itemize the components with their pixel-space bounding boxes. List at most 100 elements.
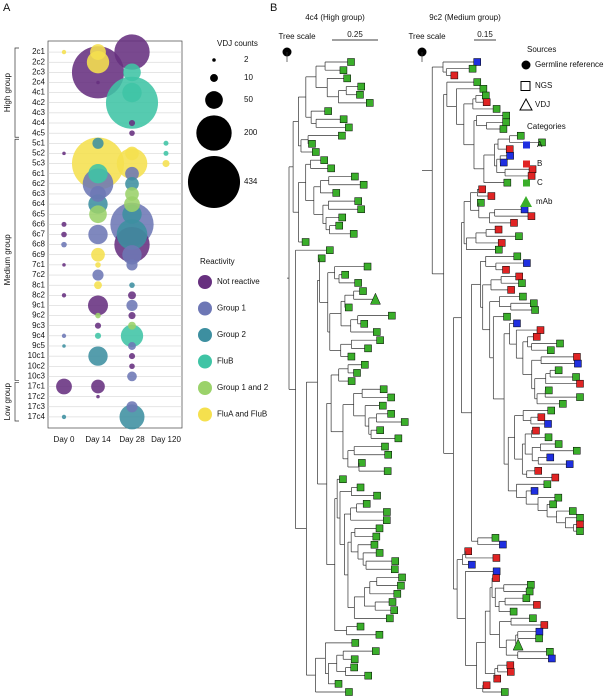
leaf-node [492,554,501,562]
leaf-node [529,614,537,623]
bubble [91,379,105,394]
legend-symbol [523,141,530,149]
y-tick-label: 2c4 [32,78,45,87]
mab-node [370,292,381,305]
legend-label: Not reactive [217,277,260,286]
leaf-node [312,148,320,156]
bubble [94,281,102,290]
leaf-node [363,262,372,271]
leaf-node [487,192,496,200]
leaf-node [537,413,546,421]
leaf-node [383,467,392,475]
y-tick-label: 7c2 [32,270,45,279]
leaf-node [345,123,353,132]
tree-scale-label: Tree scale [278,32,316,41]
leaf-node [494,225,503,234]
leaf-node [544,420,552,428]
bubble [88,346,108,366]
bubble [129,282,135,288]
group-label: Medium group [3,234,12,286]
leaf-node [351,639,360,647]
bubble [120,324,144,348]
leaf-node [393,590,402,598]
legend-title: Categories [527,122,566,131]
leaf-node [384,450,392,459]
bubble [89,205,107,224]
leaf-node [527,172,536,180]
leaf-node [527,581,535,589]
leaf-node [549,500,557,509]
leaf-node [540,621,549,629]
leaf-node [376,426,384,434]
y-tick-label: 6c9 [32,250,45,259]
y-tick-label: 4c5 [32,128,45,137]
leaf-node [532,426,540,435]
leaf-node [502,266,510,274]
bubble [114,34,150,70]
leaf-node [572,373,580,381]
y-tick-label: 17c4 [28,412,46,421]
leaf-node [320,156,328,164]
legend-symbol [520,196,532,207]
leaf-node [525,587,534,596]
panel-label: A [3,2,11,14]
leaf-node [354,279,362,287]
legend-label: A [537,140,543,149]
bubble [163,150,169,156]
bubble [125,166,139,181]
leaf-node [398,573,406,582]
leaf-node [364,671,372,680]
leaf-node [576,393,584,401]
y-tick-label: 6c4 [32,199,45,208]
bubble [126,259,138,271]
leaf-node [499,158,508,167]
size-legend-label: 10 [244,73,253,82]
y-tick-label: 6c8 [32,240,45,249]
leaf-node [317,254,326,263]
bubble [116,148,148,179]
y-tick-label: 6c1 [32,169,45,178]
y-tick-label: 5c1 [32,138,45,147]
y-tick-label: 2c2 [32,57,45,66]
leaf-node [556,339,564,348]
legend-symbol [523,179,530,187]
y-tick-label: 7c1 [32,260,45,269]
leaf-node [533,601,541,609]
leaf-node [391,565,399,574]
bubble [123,63,141,82]
leaf-node [360,320,369,328]
leaf-node [499,540,507,549]
bubble [128,342,136,350]
size-legend-title: VDJ counts [217,39,258,48]
leaf-node [327,164,335,173]
leaf-node [510,219,518,227]
leaf-node [326,246,334,254]
bubble [128,119,136,127]
bubble [124,196,140,213]
bubble [90,186,106,202]
leaf-node [373,328,381,336]
leaf-node [347,377,356,385]
leaf-node [507,668,515,676]
leaf-node [554,493,563,502]
leaf-node [573,446,581,455]
legend-symbol [521,60,531,70]
leaf-node [554,366,563,375]
bubble [91,247,105,262]
legend-label: NGS [535,81,552,90]
y-tick-label: 8c2 [32,290,45,299]
leaf-node [370,540,379,549]
leaf-node [505,145,514,153]
leaf-node [576,379,584,388]
leaf-node [372,532,381,541]
leaf-node [527,212,536,220]
legend-label: Group 2 [217,330,246,339]
leaf-node [376,336,384,344]
y-tick-label: 2c1 [32,47,45,56]
y-tick-label: 6c7 [32,230,45,239]
leaf-node [338,131,346,140]
leaf-node [339,66,348,74]
leaf-node [394,434,403,443]
leaf-node [523,259,531,267]
leaf-node [499,125,508,133]
